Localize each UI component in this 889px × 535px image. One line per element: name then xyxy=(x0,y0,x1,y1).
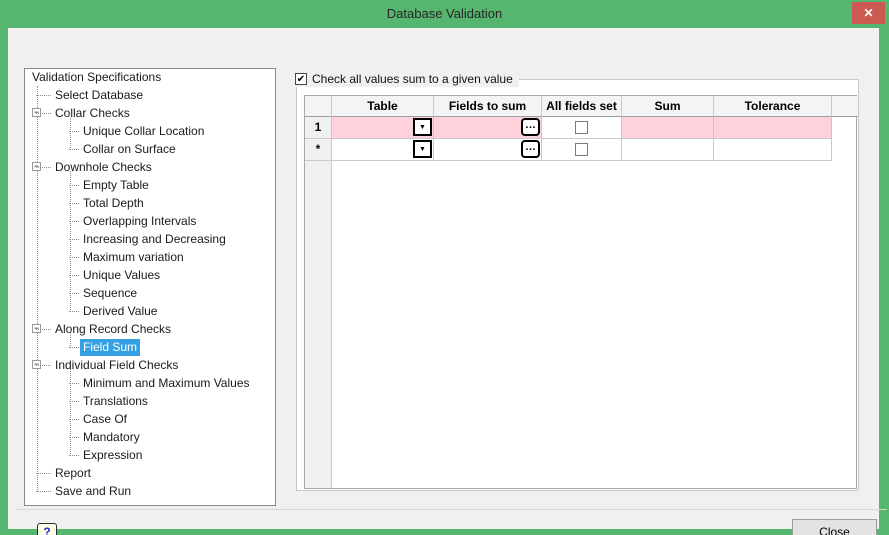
tree-connector-line xyxy=(70,117,71,150)
column-header-sum: Sum xyxy=(622,96,714,117)
column-header-filler xyxy=(832,96,858,117)
tree-item-save-and-run[interactable]: Save and Run xyxy=(35,483,134,500)
tree-connector-line xyxy=(37,86,38,492)
cell-fields-to-sum-row1[interactable]: … xyxy=(434,117,542,139)
window-title: Database Validation xyxy=(386,6,503,21)
grid-corner-header xyxy=(305,96,332,117)
all-fields-set-checkbox[interactable] xyxy=(575,121,588,134)
tree-item-field-sum[interactable]: Field Sum xyxy=(68,339,141,356)
row-header-column-stripe xyxy=(305,161,332,488)
tree-item-translations[interactable]: Translations xyxy=(69,393,151,410)
tree-item-report[interactable]: Report xyxy=(35,465,94,482)
footer-divider xyxy=(16,509,887,510)
collapse-icon[interactable]: − xyxy=(32,161,41,171)
title-bar: Database Validation ✕ xyxy=(0,0,889,28)
tree-item-expression[interactable]: Expression xyxy=(68,447,145,464)
dialog-content: − − − − Validation Specifications Select… xyxy=(8,28,887,535)
sum-checkbox-label: Check all values sum to a given value xyxy=(312,72,513,86)
cell-all-fields-set-row1 xyxy=(542,117,622,139)
tree-item-select-database[interactable]: Select Database xyxy=(35,87,146,104)
tree-item-minimum-and-maximum-values[interactable]: Minimum and Maximum Values xyxy=(69,375,253,392)
all-fields-set-checkbox[interactable] xyxy=(575,143,588,156)
tree-item-unique-values[interactable]: Unique Values xyxy=(68,267,163,284)
collapse-icon[interactable]: − xyxy=(32,359,41,369)
cell-sum-row2[interactable] xyxy=(622,139,714,161)
column-header-tolerance: Tolerance xyxy=(714,96,832,117)
tree-connector-line xyxy=(70,171,71,312)
table-dropdown-icon[interactable]: ▼ xyxy=(413,118,432,136)
help-icon[interactable]: ? xyxy=(37,523,57,535)
close-button[interactable]: Close xyxy=(792,519,877,535)
tree-item-individual-field-checks[interactable]: Individual Field Checks xyxy=(35,357,181,374)
validation-tree: − − − − Validation Specifications Select… xyxy=(24,68,276,506)
cell-tolerance-row2[interactable] xyxy=(714,139,832,161)
tree-item-total-depth[interactable]: Total Depth xyxy=(69,195,147,212)
tree-item-maximum-variation[interactable]: Maximum variation xyxy=(69,249,187,266)
cell-all-fields-set-row2 xyxy=(542,139,622,161)
tree-item-case-of[interactable]: Case Of xyxy=(68,411,130,428)
row-header-new: * xyxy=(305,139,332,161)
cell-sum-row1[interactable] xyxy=(622,117,714,139)
row-header: 1 xyxy=(305,117,332,139)
tree-item-unique-collar-location[interactable]: Unique Collar Location xyxy=(68,123,207,140)
tree-connector-line xyxy=(70,333,71,348)
fields-browse-button[interactable]: … xyxy=(521,118,540,136)
tree-item-collar-on-surface[interactable]: Collar on Surface xyxy=(69,141,179,158)
column-header-all-fields-set: All fields set xyxy=(542,96,622,117)
cell-tolerance-row1[interactable] xyxy=(714,117,832,139)
collapse-icon[interactable]: − xyxy=(32,107,41,117)
collapse-icon[interactable]: − xyxy=(32,323,41,333)
tree-connector-line xyxy=(70,369,71,456)
tree-item-increasing-and-decreasing[interactable]: Increasing and Decreasing xyxy=(69,231,229,248)
tree-item-along-record-checks[interactable]: Along Record Checks xyxy=(35,321,174,338)
tree-item-sequence[interactable]: Sequence xyxy=(68,285,140,302)
tree-item-downhole-checks[interactable]: Downhole Checks xyxy=(36,159,155,176)
cell-table-row1[interactable]: ▼ xyxy=(332,117,434,139)
table-dropdown-icon[interactable]: ▼ xyxy=(413,140,432,158)
tree-item-collar-checks[interactable]: Collar Checks xyxy=(36,105,133,122)
tree-item-derived-value[interactable]: Derived Value xyxy=(68,303,160,320)
window-close-icon[interactable]: ✕ xyxy=(852,2,885,24)
column-header-fields-to-sum: Fields to sum xyxy=(434,96,542,117)
column-header-table: Table xyxy=(332,96,434,117)
tree-item-mandatory[interactable]: Mandatory xyxy=(69,429,143,446)
sum-checkbox[interactable]: ✔ xyxy=(295,73,307,85)
fields-browse-button[interactable]: … xyxy=(521,140,540,158)
tree-item-validation-specifications[interactable]: Validation Specifications xyxy=(32,70,162,84)
field-sum-grid: Table Fields to sum All fields set Sum T… xyxy=(304,95,858,489)
cell-fields-to-sum-row2[interactable]: … xyxy=(434,139,542,161)
cell-table-row2[interactable]: ▼ xyxy=(332,139,434,161)
sum-checkbox-row: ✔ Check all values sum to a given value xyxy=(291,71,519,87)
tree-item-empty-table[interactable]: Empty Table xyxy=(69,177,152,194)
tree-item-overlapping-intervals[interactable]: Overlapping Intervals xyxy=(68,213,199,230)
